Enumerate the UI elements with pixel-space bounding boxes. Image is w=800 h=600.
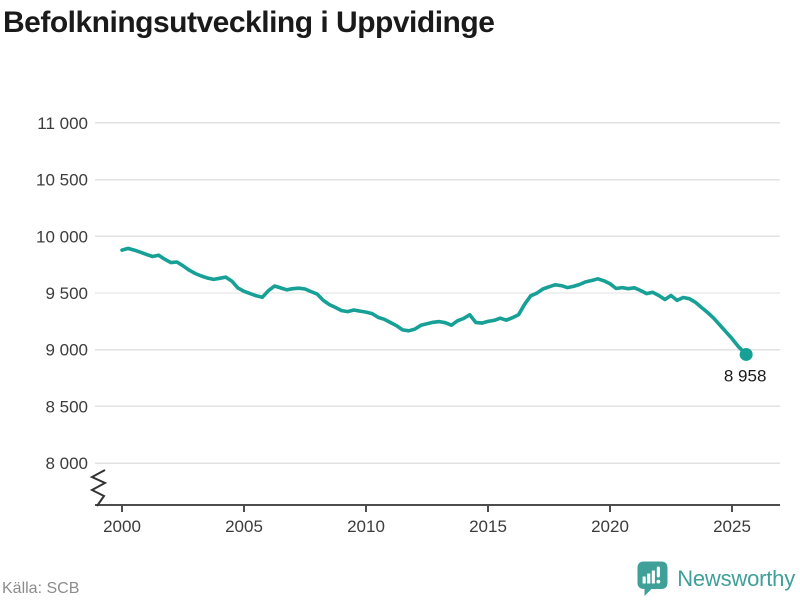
- bar-2: [647, 573, 651, 584]
- y-tick-label: 8 000: [45, 454, 88, 473]
- x-tick-label: 2005: [225, 517, 263, 536]
- newsworthy-bubble-icon: [637, 561, 668, 596]
- x-tick-label: 2025: [713, 517, 751, 536]
- end-value-label: 8 958: [724, 366, 767, 385]
- brand-name: Newsworthy: [677, 566, 795, 591]
- y-tick-label: 9 500: [45, 284, 88, 303]
- x-tick-label: 2020: [591, 517, 629, 536]
- bar-1: [642, 576, 646, 584]
- page-title: Befolkningsutveckling i Uppvidinge: [3, 6, 495, 39]
- y-tick-label: 10 500: [36, 171, 88, 190]
- end-point-dot: [739, 347, 753, 361]
- source-credit: Källa: SCB: [2, 580, 80, 597]
- x-tick-label: 2000: [103, 517, 141, 536]
- x-tick-label: 2015: [469, 517, 507, 536]
- y-tick-label: 8 500: [45, 397, 88, 416]
- data-line: [120, 246, 748, 357]
- axis-break-icon: [89, 469, 108, 507]
- exclamation-dot: [656, 579, 661, 584]
- y-tick-label: 11 000: [37, 114, 88, 133]
- x-tick-label: 2010: [347, 517, 385, 536]
- y-tick-label: 9 000: [45, 341, 88, 360]
- y-tick-label: 10 000: [36, 227, 88, 246]
- bar-3: [651, 570, 656, 584]
- exclamation-bar: [656, 566, 661, 578]
- newsworthy-logo[interactable]: Newsworthy: [637, 560, 795, 598]
